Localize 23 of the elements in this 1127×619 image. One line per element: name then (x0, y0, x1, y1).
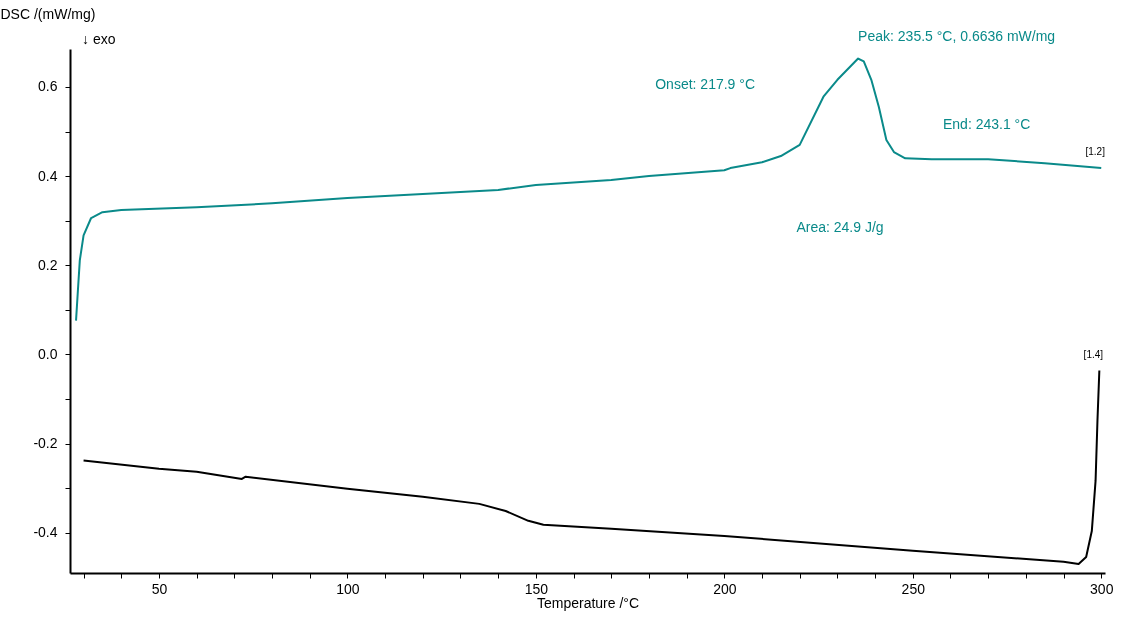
y-axis-title: DSC /(mW/mg) (0, 5, 96, 22)
y-tick-label: 0.2 (38, 256, 58, 273)
series-label: [1.2] (1085, 146, 1106, 158)
y-tick-label: 0.0 (38, 345, 58, 362)
annotation: End: 243.1 °C (943, 116, 1031, 132)
annotation: Area: 24.9 J/g (796, 219, 884, 235)
y-tick-label: 0.6 (38, 78, 58, 95)
annotation: Peak: 235.5 °C, 0.6636 mW/mg (858, 27, 1056, 44)
x-tick-label: 200 (713, 580, 737, 597)
y-tick-label: -0.4 (33, 524, 58, 541)
y-tick-label: -0.2 (33, 435, 58, 452)
line-series (75, 57, 1103, 322)
annotation: Onset: 217.9 °C (655, 76, 755, 92)
text: ↓ exo (82, 31, 116, 47)
x-axis-title: Temperature /°C (536, 594, 640, 611)
x-tick-label: 100 (336, 580, 360, 597)
y-tick-label: 0.4 (38, 167, 58, 184)
x-tick-label: 300 (1090, 580, 1114, 597)
series-label: [1.4] (1083, 348, 1104, 360)
line-series (82, 369, 1101, 566)
x-tick-label: 50 (151, 580, 168, 597)
x-tick-label: 250 (901, 580, 926, 597)
x-tick-label: 150 (524, 580, 549, 597)
